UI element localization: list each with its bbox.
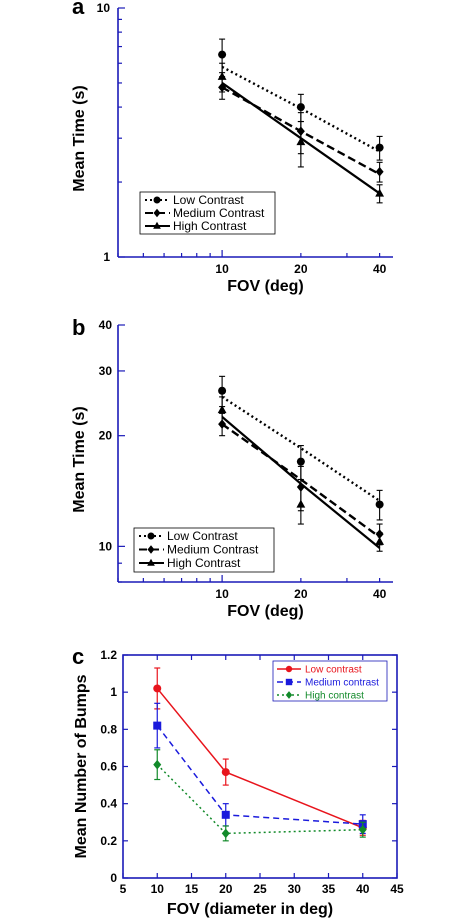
panel-b: 10 20 40 10 20 30 40 FOV (deg) Mean Time (s) b Low… xyxy=(71,315,393,620)
y-tick-label: 10 xyxy=(97,1,111,15)
y-tick-label: 10 xyxy=(99,539,113,553)
legend-marker xyxy=(285,678,293,686)
x-tick-label: 20 xyxy=(219,882,233,896)
data-point xyxy=(221,768,230,777)
series-medium-contrast xyxy=(218,412,384,546)
data-point xyxy=(217,71,227,80)
legend-marker xyxy=(147,545,155,554)
legend-marker xyxy=(153,221,161,229)
series-high-contrast xyxy=(217,62,385,204)
legend-marker xyxy=(285,691,293,699)
y-axis-label: Mean Time (s) xyxy=(71,406,88,512)
legend: Low contrast Medium contrast High contrast xyxy=(272,660,388,702)
x-axis-label: FOV (deg) xyxy=(227,278,303,295)
legend-label: Medium Contrast xyxy=(173,206,265,220)
data-point xyxy=(296,499,306,508)
series-line xyxy=(156,725,363,825)
y-tick-label: 1 xyxy=(110,685,117,699)
y-tick-label: 0.6 xyxy=(100,760,117,774)
x-tick-label: 20 xyxy=(294,587,308,601)
panel-letter: c xyxy=(72,644,84,669)
x-tick-label: 30 xyxy=(288,882,302,896)
series-line xyxy=(221,395,381,502)
x-axis-label: FOV (deg) xyxy=(227,603,303,620)
y-tick-label: 20 xyxy=(99,429,113,443)
legend-marker xyxy=(153,208,161,218)
data-point xyxy=(221,828,230,839)
x-tick-label: 10 xyxy=(215,587,229,601)
data-point xyxy=(153,759,162,770)
y-tick-label: 0.4 xyxy=(100,797,117,811)
series-line xyxy=(156,687,364,829)
series-line xyxy=(221,416,381,549)
legend-label: Low contrast xyxy=(305,665,362,676)
y-tick-label: 1.2 xyxy=(100,648,117,662)
data-point xyxy=(153,684,162,693)
data-point xyxy=(375,500,384,509)
x-tick-label: 25 xyxy=(253,882,267,896)
data-point xyxy=(375,536,385,545)
panel-letter: b xyxy=(72,315,85,340)
series-high-contrast xyxy=(153,749,367,842)
x-axis-label: FOV (diameter in deg) xyxy=(167,901,333,918)
data-point xyxy=(375,143,384,152)
data-point xyxy=(375,166,384,177)
legend-label: Low Contrast xyxy=(173,193,244,207)
x-tick-label: 10 xyxy=(151,882,165,896)
data-point xyxy=(296,103,305,112)
data-point xyxy=(218,386,227,395)
legend-label: Low Contrast xyxy=(167,529,238,543)
y-tick-label: 0.2 xyxy=(100,834,117,848)
legend-label: High contrast xyxy=(305,691,364,702)
x-tick-label: 40 xyxy=(373,587,387,601)
x-tick-label: 15 xyxy=(185,882,199,896)
x-tick-label: 20 xyxy=(294,262,308,276)
legend-marker xyxy=(147,558,155,566)
x-tick-label: 45 xyxy=(390,882,404,896)
y-tick-label: 1 xyxy=(103,250,110,264)
y-axis-label: Mean Time (s) xyxy=(71,85,88,191)
data-point xyxy=(153,721,162,730)
x-tick-label: 40 xyxy=(373,262,387,276)
y-axis-label: Mean Number of Bumps xyxy=(73,674,90,858)
y-tick-label: 0 xyxy=(110,871,117,885)
legend-label: Medium contrast xyxy=(305,678,379,689)
series-high-contrast xyxy=(217,396,385,552)
data-point xyxy=(217,405,227,414)
panel-letter: a xyxy=(72,0,85,19)
y-tick-label: 40 xyxy=(99,318,113,332)
y-tick-label: 30 xyxy=(99,364,113,378)
series-line xyxy=(156,764,363,835)
x-tick-label: 35 xyxy=(322,882,336,896)
data-point xyxy=(218,50,227,59)
x-tick-label: 5 xyxy=(120,882,127,896)
legend-marker xyxy=(147,532,155,540)
x-tick-label: 10 xyxy=(215,262,229,276)
y-tick-label: 0.8 xyxy=(100,722,117,736)
legend-label: High Contrast xyxy=(173,219,247,233)
data-point xyxy=(296,457,305,466)
panel-a: 10 20 40 1 10 FOV (deg) Mean Time (s) a Low Cont… xyxy=(71,0,393,295)
legend-label: Medium Contrast xyxy=(167,543,259,557)
legend-marker xyxy=(153,196,161,204)
panel-c: 5 10 15 20 25 30 35 40 45 0 0.2 0.4 0.6 0.8 1 1.2 FOV (d… xyxy=(72,644,404,918)
data-point xyxy=(358,824,367,835)
legend-marker xyxy=(285,665,293,673)
legend-label: High Contrast xyxy=(167,556,241,570)
x-tick-label: 40 xyxy=(356,882,370,896)
data-point xyxy=(221,810,230,819)
data-point xyxy=(296,137,306,146)
data-point xyxy=(375,188,385,197)
